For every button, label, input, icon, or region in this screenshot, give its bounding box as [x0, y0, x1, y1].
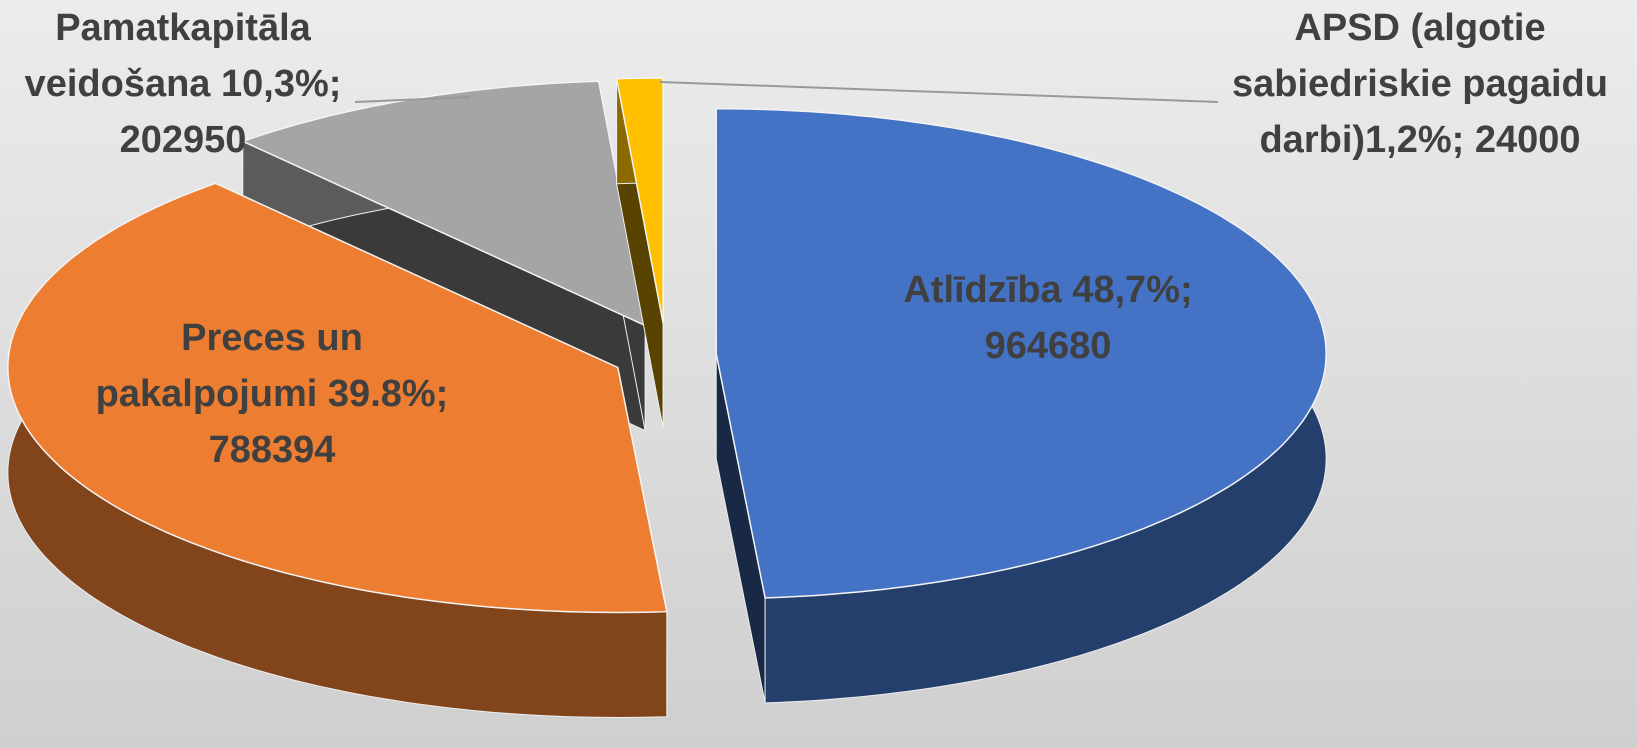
data-label: 964680: [985, 325, 1112, 367]
data-label: Preces un: [181, 317, 363, 359]
data-label: darbi)1,2%; 24000: [1259, 119, 1580, 161]
data-label: APSD (algotie: [1294, 7, 1545, 49]
leader-line: [354, 96, 471, 103]
data-label: Pamatkapitāla: [55, 7, 311, 49]
data-label: sabiedriskie pagaidu: [1232, 63, 1608, 105]
data-label: 788394: [209, 429, 336, 471]
data-label: pakalpojumi 39.8%;: [96, 373, 449, 415]
slice: [7, 182, 668, 614]
leader-line: [659, 81, 1219, 103]
data-label: Atlīdzība 48,7%;: [903, 269, 1192, 311]
data-label: veidošana 10,3%;: [25, 63, 342, 105]
slice: [615, 77, 664, 324]
data-label: 202950: [120, 119, 247, 161]
slice: [715, 107, 1327, 599]
